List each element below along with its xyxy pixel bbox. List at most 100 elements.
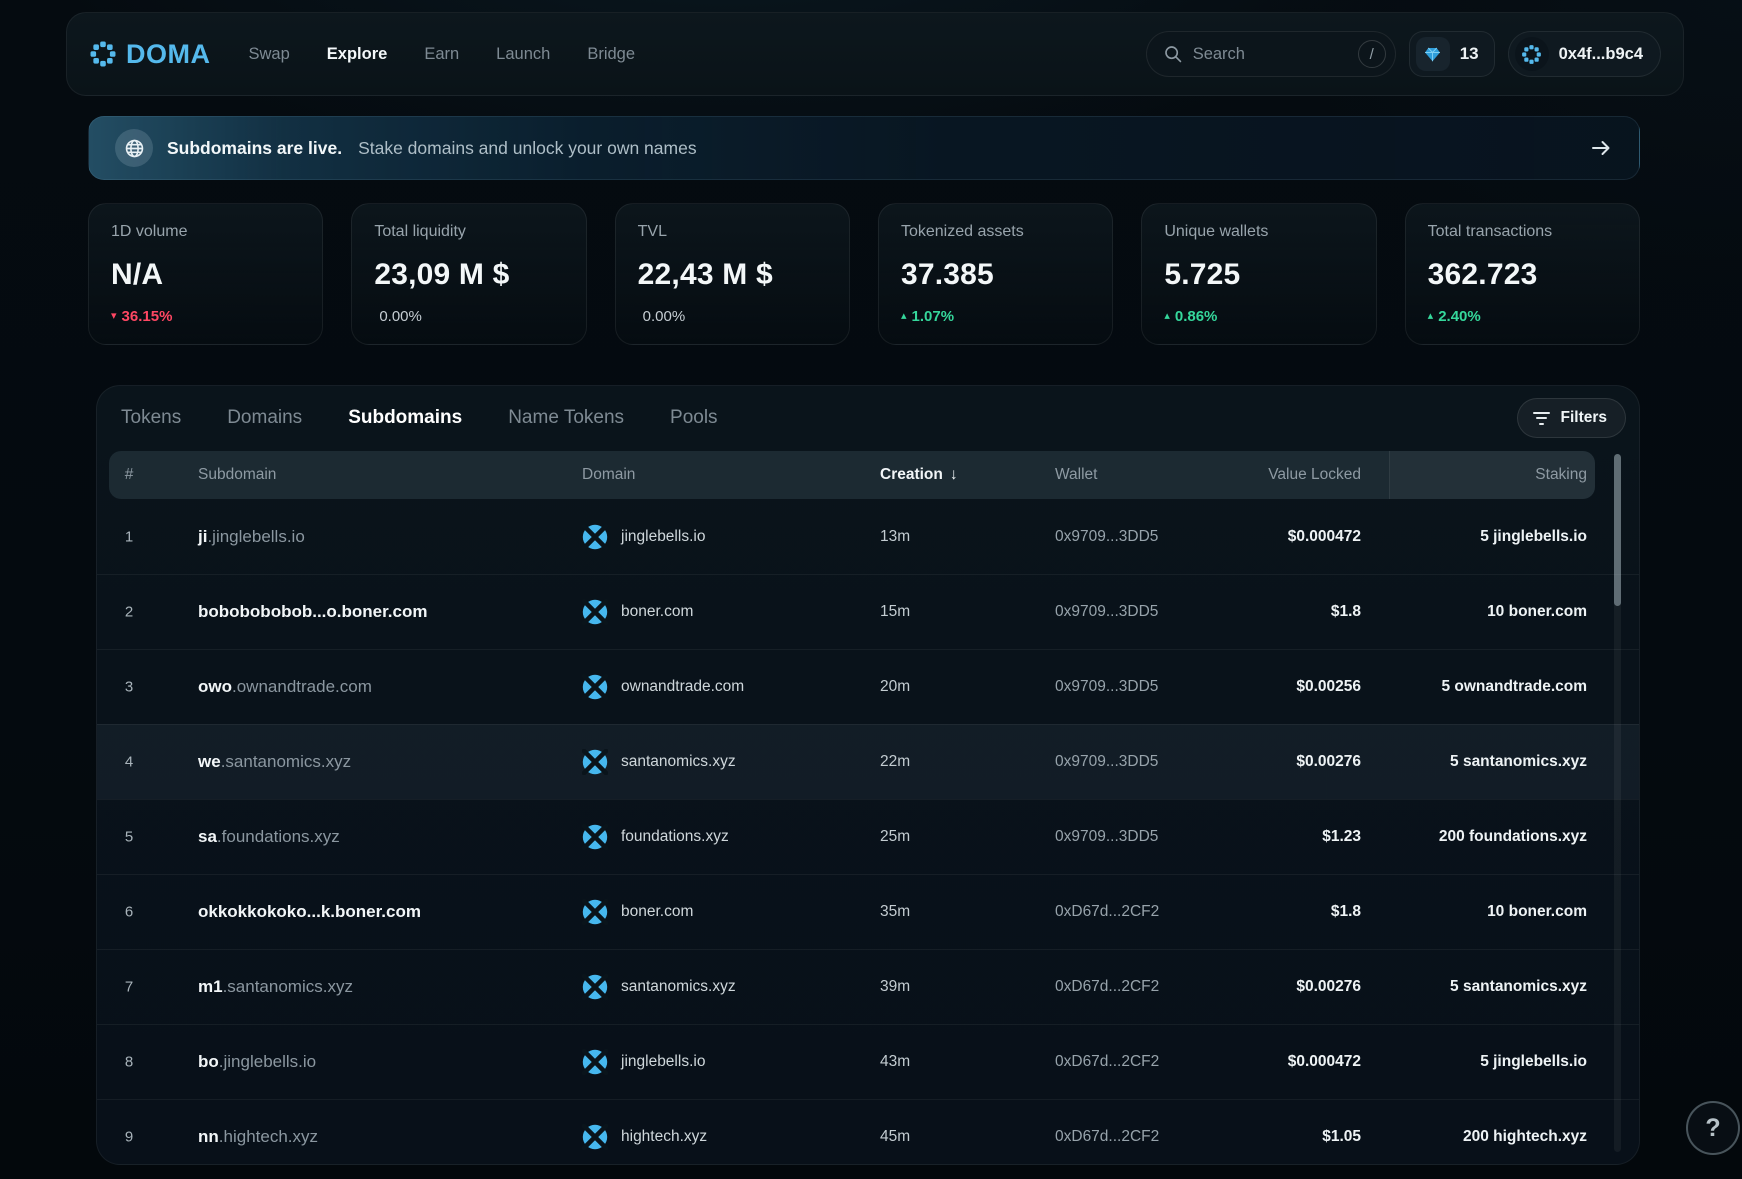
tab-pools[interactable]: Pools bbox=[670, 407, 718, 428]
row-domain: jinglebells.io bbox=[582, 1049, 705, 1075]
tab-subdomains[interactable]: Subdomains bbox=[348, 407, 463, 428]
stat-card-total-liquidity: Total liquidity 23,09 M $ 0.00% bbox=[351, 203, 587, 345]
nav-item-bridge[interactable]: Bridge bbox=[587, 44, 636, 63]
nav-item-launch[interactable]: Launch bbox=[496, 44, 551, 63]
row-creation: 25m bbox=[880, 828, 911, 845]
banner-arrow-icon[interactable] bbox=[1589, 136, 1613, 160]
table-row[interactable]: 3 owo.ownandtrade.com ownandtrade.com 20… bbox=[97, 649, 1639, 724]
table-row[interactable]: 5 sa.foundations.xyz foundations.xyz 25m… bbox=[97, 799, 1639, 874]
search-input[interactable] bbox=[1192, 44, 1348, 64]
row-domain: hightech.xyz bbox=[582, 1124, 707, 1150]
column-header-staking[interactable]: Staking bbox=[1535, 466, 1587, 483]
row-rank: 9 bbox=[124, 1128, 134, 1146]
row-staking: 10 boner.com bbox=[1487, 603, 1587, 620]
row-staking: 5 jinglebells.io bbox=[1480, 1053, 1587, 1070]
row-staking: 200 foundations.xyz bbox=[1438, 828, 1587, 845]
filters-button[interactable]: Filters bbox=[1517, 398, 1626, 438]
row-subdomain: okkokkokoko...k.boner.com bbox=[198, 902, 421, 921]
table-row[interactable]: 7 m1.santanomics.xyz santanomics.xyz 39m… bbox=[97, 949, 1639, 1024]
row-rank: 2 bbox=[124, 603, 134, 621]
row-wallet: 0xD67d...2CF2 bbox=[1055, 978, 1160, 995]
stat-change: ▾ 36.15% bbox=[111, 308, 173, 325]
explorer-tabs: Tokens Domains Subdomains Name Tokens Po… bbox=[97, 386, 1639, 450]
stat-card-total-transactions: Total transactions 362.723 ▴ 2.40% bbox=[1404, 203, 1640, 345]
tab-tokens[interactable]: Tokens bbox=[121, 407, 182, 428]
table-scrollbar[interactable] bbox=[1614, 454, 1621, 1152]
help-button[interactable]: ? bbox=[1686, 1101, 1740, 1155]
wallet-address: 0x4f...b9c4 bbox=[1558, 44, 1643, 63]
row-staking: 5 ownandtrade.com bbox=[1441, 678, 1587, 695]
search-box[interactable]: / bbox=[1145, 31, 1396, 77]
column-header-domain[interactable]: Domain bbox=[582, 466, 636, 483]
gem-balance-button[interactable]: 13 bbox=[1408, 31, 1495, 77]
gem-icon bbox=[1415, 37, 1450, 71]
search-shortcut-badge: / bbox=[1357, 40, 1386, 68]
stat-card-tokenized-assets: Tokenized assets 37.385 ▴ 1.07% bbox=[877, 203, 1114, 345]
table-header-band bbox=[109, 451, 1595, 499]
stat-label: Unique wallets bbox=[1164, 223, 1269, 240]
row-subdomain: ji.jinglebells.io bbox=[198, 526, 305, 546]
tab-domains[interactable]: Domains bbox=[227, 407, 303, 428]
domain-icon bbox=[582, 899, 608, 925]
table-body: 1 ji.jinglebells.io jinglebells.io 13m 0… bbox=[97, 499, 1639, 1164]
announcement-banner[interactable]: Subdomains are live. Stake domains and u… bbox=[88, 116, 1640, 180]
row-creation: 39m bbox=[880, 978, 911, 995]
stat-value: 362.723 bbox=[1427, 257, 1538, 291]
brand-name: DOMA bbox=[126, 38, 211, 69]
doma-logo-icon bbox=[89, 40, 117, 68]
row-value-locked: $0.00256 bbox=[1296, 678, 1361, 695]
staking-column-shade bbox=[1389, 451, 1595, 499]
table-row[interactable]: 2 bobobobobob...o.boner.com boner.com 15… bbox=[97, 574, 1639, 649]
stat-value: 37.385 bbox=[900, 257, 994, 291]
nav-item-swap[interactable]: Swap bbox=[248, 44, 290, 63]
row-value-locked: $1.8 bbox=[1330, 603, 1361, 620]
row-creation: 45m bbox=[880, 1128, 911, 1145]
wallet-button[interactable]: 0x4f...b9c4 bbox=[1507, 31, 1661, 77]
column-header-wallet[interactable]: Wallet bbox=[1055, 466, 1098, 483]
filter-icon bbox=[1532, 411, 1550, 425]
wallet-avatar-icon bbox=[1514, 37, 1549, 71]
trend-up-icon: ▴ bbox=[1164, 310, 1170, 322]
row-subdomain: we.santanomics.xyz bbox=[198, 752, 352, 771]
column-header-creation[interactable]: Creation ↓ bbox=[880, 466, 958, 483]
domain-icon bbox=[582, 974, 608, 1000]
domain-icon bbox=[582, 599, 608, 625]
row-value-locked: $0.000472 bbox=[1287, 527, 1361, 545]
row-creation: 15m bbox=[880, 603, 911, 620]
domain-icon bbox=[582, 1049, 608, 1075]
table-row[interactable]: 1 ji.jinglebells.io jinglebells.io 13m 0… bbox=[97, 499, 1639, 574]
row-value-locked: $1.23 bbox=[1322, 828, 1361, 845]
stat-label: Total transactions bbox=[1427, 223, 1553, 240]
stat-label: TVL bbox=[637, 223, 667, 240]
table-row[interactable]: 9 nn.hightech.xyz hightech.xyz 45m 0xD67… bbox=[97, 1099, 1639, 1164]
table-row[interactable]: 8 bo.jinglebells.io jinglebells.io 43m 0… bbox=[97, 1024, 1639, 1099]
banner-title: Subdomains are live. bbox=[167, 137, 343, 158]
row-domain: ownandtrade.com bbox=[582, 674, 744, 700]
nav-item-earn[interactable]: Earn bbox=[424, 44, 460, 63]
column-header-value-locked[interactable]: Value Locked bbox=[1268, 466, 1361, 483]
row-creation: 43m bbox=[880, 1053, 911, 1070]
nav-item-explore[interactable]: Explore bbox=[326, 44, 388, 63]
sort-descending-icon: ↓ bbox=[949, 466, 958, 483]
scrollbar-thumb[interactable] bbox=[1614, 454, 1621, 606]
row-domain: boner.com bbox=[582, 599, 693, 625]
row-subdomain: bo.jinglebells.io bbox=[198, 1052, 317, 1071]
table-row[interactable]: 6 okkokkokoko...k.boner.com boner.com 35… bbox=[97, 874, 1639, 949]
table-row-highlighted[interactable]: 4 we.santanomics.xyz santanomics.xyz 22m… bbox=[97, 724, 1639, 799]
column-header-subdomain[interactable]: Subdomain bbox=[198, 466, 277, 483]
row-rank: 6 bbox=[124, 903, 134, 921]
globe-icon bbox=[115, 129, 153, 167]
row-subdomain: owo.ownandtrade.com bbox=[198, 677, 372, 696]
trend-up-icon: ▴ bbox=[900, 310, 907, 322]
row-creation: 22m bbox=[880, 753, 911, 770]
stat-label: 1D volume bbox=[111, 223, 188, 240]
row-subdomain: nn.hightech.xyz bbox=[198, 1127, 319, 1146]
tab-name-tokens[interactable]: Name Tokens bbox=[508, 407, 625, 428]
stat-label: Tokenized assets bbox=[900, 223, 1024, 240]
banner-subtitle: Stake domains and unlock your own names bbox=[358, 137, 697, 158]
row-wallet: 0x9709...3DD5 bbox=[1055, 603, 1159, 620]
row-wallet: 0x9709...3DD5 bbox=[1055, 678, 1159, 695]
row-domain: santanomics.xyz bbox=[582, 749, 736, 775]
doma-logo[interactable]: DOMA bbox=[89, 39, 211, 70]
row-rank: 8 bbox=[124, 1053, 134, 1071]
